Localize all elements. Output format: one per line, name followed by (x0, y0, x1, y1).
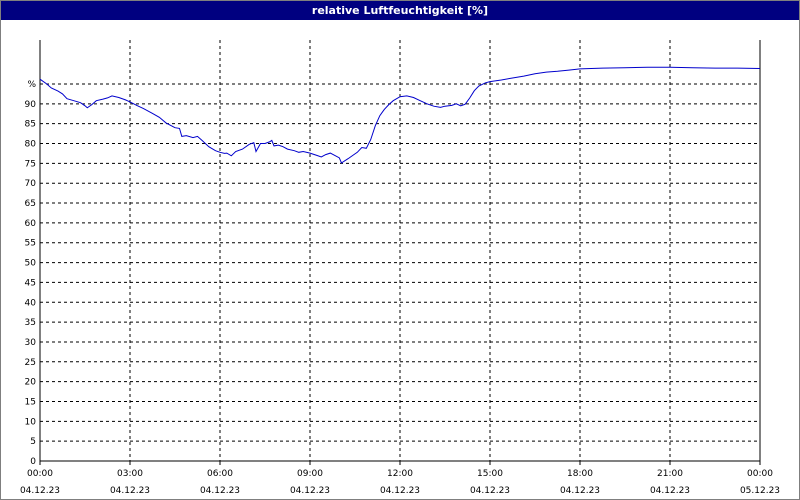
y-tick-label: 65 (25, 199, 36, 209)
x-tick-date: 04.12.23 (470, 486, 510, 496)
x-tick-date: 04.12.23 (560, 486, 600, 496)
x-tick-date: 04.12.23 (650, 486, 690, 496)
y-tick-label: 90 (25, 100, 37, 110)
y-tick-label: 50 (25, 259, 37, 269)
x-tick-date: 05.12.23 (740, 486, 780, 496)
x-tick-time: 00:00 (27, 469, 53, 479)
x-tick-time: 03:00 (117, 469, 143, 479)
y-tick-label: 70 (25, 179, 37, 189)
y-tick-label: 80 (25, 140, 37, 150)
y-tick-label: 30 (25, 338, 37, 348)
x-tick-time: 21:00 (657, 469, 683, 479)
series-line (39, 66, 761, 164)
x-tick-time: 00:00 (747, 469, 773, 479)
x-tick-time: 12:00 (387, 469, 413, 479)
y-tick-label: 35 (25, 318, 36, 328)
x-tick-time: 15:00 (477, 469, 503, 479)
y-tick-label: 20 (25, 378, 37, 388)
x-tick-date: 04.12.23 (110, 486, 150, 496)
x-tick-date: 04.12.23 (290, 486, 330, 496)
y-tick-label: % (27, 80, 36, 90)
y-tick-label: 15 (25, 397, 36, 407)
chart-title: relative Luftfeuchtigkeit [%] (1, 1, 799, 20)
y-tick-label: 55 (25, 239, 36, 249)
x-tick-date: 04.12.23 (380, 486, 420, 496)
x-tick-time: 09:00 (297, 469, 323, 479)
y-tick-label: 0 (30, 457, 36, 467)
y-tick-label: 10 (25, 417, 37, 427)
y-tick-label: 40 (25, 298, 37, 308)
x-tick-time: 06:00 (207, 469, 233, 479)
y-tick-label: 60 (25, 219, 37, 229)
y-tick-label: 5 (30, 437, 36, 447)
y-tick-label: 45 (25, 278, 36, 288)
y-tick-label: 25 (25, 358, 36, 368)
x-tick-time: 18:00 (567, 469, 593, 479)
x-tick-date: 04.12.23 (200, 486, 240, 496)
x-tick-date: 04.12.23 (20, 486, 60, 496)
y-tick-label: 75 (25, 159, 36, 169)
y-tick-label: 85 (25, 120, 36, 130)
